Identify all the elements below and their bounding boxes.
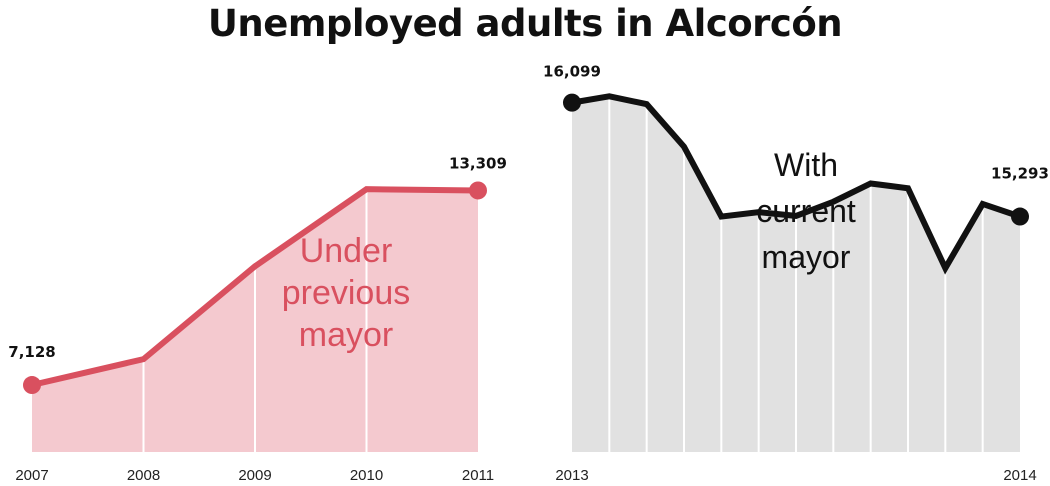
series-line	[31, 186, 479, 388]
data-label: 13,309	[449, 154, 507, 172]
annotation-text: With	[774, 147, 838, 183]
data-point-marker	[469, 181, 487, 200]
data-label: 7,128	[8, 343, 55, 361]
x-tick-label: 2010	[350, 467, 383, 484]
data-label: 16,099	[543, 63, 601, 81]
x-tick-label: 2013	[555, 467, 588, 484]
annotation-text: current	[756, 193, 856, 229]
annotation-text: Under	[300, 232, 393, 270]
annotation-text: mayor	[299, 316, 393, 354]
previous-mayor-panel: 7,128 13,309 2007 2008 2009 2010 2011 Under prev…	[8, 154, 507, 484]
data-point-marker	[1011, 207, 1029, 226]
x-tick-label: 2008	[127, 467, 160, 484]
annotation-text: mayor	[762, 239, 851, 275]
x-tick-label: 2014	[1003, 467, 1036, 484]
current-mayor-panel: 16,099 15,293 2013 2014 With current mayor	[543, 63, 1049, 484]
x-tick-label: 2011	[462, 467, 494, 484]
chart-title: Unemployed adults in Alcorcón	[207, 2, 843, 45]
x-tick-label: 2009	[238, 467, 271, 484]
x-tick-label: 2007	[15, 467, 48, 484]
data-point-marker	[23, 376, 41, 395]
data-point-marker	[563, 93, 581, 112]
series-line	[571, 93, 1021, 275]
annotation-text: previous	[282, 274, 411, 312]
data-label: 15,293	[991, 165, 1049, 183]
